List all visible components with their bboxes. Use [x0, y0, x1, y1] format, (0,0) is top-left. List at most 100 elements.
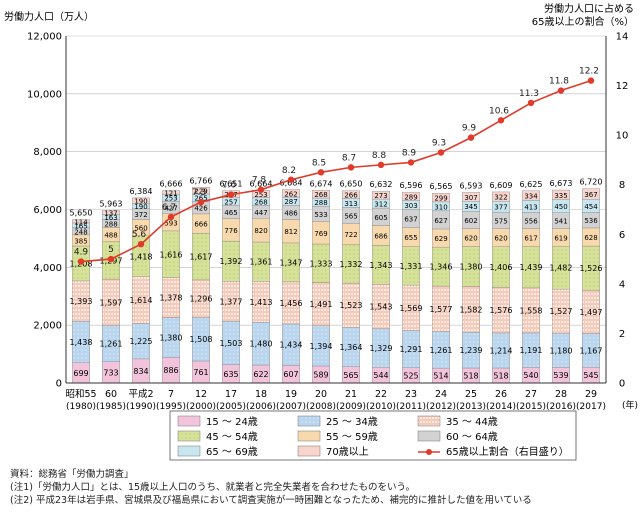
segment-value-label: 769: [314, 230, 327, 238]
x-tick-label: 23: [405, 389, 417, 400]
legend-box: [169, 410, 577, 461]
segment-value-label: 1,582: [460, 305, 483, 314]
left-tick-label: 8,000: [33, 147, 62, 158]
bar-segment: [402, 191, 420, 201]
legend-label: 65歳以上割合（右目盛り）: [446, 445, 569, 458]
segment-value-label: 607: [283, 370, 298, 379]
segment-value-label: 565: [343, 371, 358, 380]
segment-value-label: 540: [523, 371, 538, 380]
segment-value-label: 1,503: [220, 339, 243, 348]
ratio-value-label: 10.6: [489, 106, 509, 116]
segment-value-label: 465: [224, 209, 237, 217]
left-tick-label: 0: [56, 379, 62, 390]
footnote-1: (注1)「労働力人口」とは、15歳以上人口のうち、就業者と完全失業者を合わせたも…: [10, 482, 415, 493]
x-tick-sublabel: (1995): [156, 402, 186, 412]
segment-value-label: 1,392: [220, 257, 243, 266]
segment-value-label: 1,180: [550, 346, 573, 355]
x-tick-sublabel: (1980): [66, 402, 96, 412]
segment-value-label: 617: [524, 234, 537, 242]
bar-segment: [102, 210, 120, 215]
segment-value-label: 589: [313, 370, 328, 379]
segment-value-label: 1,482: [550, 264, 573, 273]
segment-value-label: 560: [134, 225, 147, 233]
ratio-point: [137, 241, 145, 248]
ratio-value-label: 8.7: [342, 153, 356, 163]
x-tick-label: 29: [585, 389, 597, 400]
ratio-value-label: 11.8: [549, 77, 569, 87]
segment-value-label: 1,343: [370, 261, 393, 270]
segment-value-label: 1,191: [520, 346, 543, 355]
x-tick-label: 24: [435, 389, 447, 400]
x-tick-label: 12: [195, 389, 207, 400]
bar-total-label: 6,684: [280, 179, 303, 188]
segment-value-label: 137: [104, 210, 117, 218]
x-tick-sublabel: (2015): [516, 402, 546, 412]
segment-value-label: 1,523: [340, 301, 363, 310]
bar-total-label: 6,720: [580, 178, 603, 187]
x-tick-label: 26: [495, 389, 507, 400]
segment-value-label: 312: [374, 201, 387, 209]
segment-value-label: 322: [494, 194, 507, 202]
segment-value-label: 1,291: [400, 345, 423, 354]
bar-segment: [492, 191, 510, 202]
right-tick-label: 6: [619, 230, 625, 241]
segment-value-label: 367: [584, 191, 597, 199]
x-tick-sublabel: (2012): [426, 402, 456, 412]
ratio-value-label: 5.6: [132, 230, 147, 240]
segment-value-label: 310: [434, 203, 447, 211]
ratio-value-label: 7.6: [222, 181, 237, 191]
legend-label: 60 ～ 64歳: [446, 431, 498, 443]
left-tick-label: 12,000: [27, 32, 62, 43]
segment-value-label: 533: [314, 211, 327, 219]
segment-value-label: 114: [74, 218, 88, 226]
x-tick-sublabel: (2011): [396, 402, 426, 412]
bar-total-label: 6,673: [550, 179, 573, 188]
segment-value-label: 628: [584, 234, 597, 242]
ratio-value-label: 7.8: [252, 176, 267, 186]
segment-value-label: 287: [284, 198, 297, 206]
segment-value-label: 1,526: [580, 264, 603, 273]
segment-value-label: 266: [344, 192, 358, 200]
bar-total-label: 6,565: [430, 182, 453, 191]
segment-value-label: 619: [554, 234, 567, 242]
bar-segment: [582, 188, 600, 200]
ratio-point: [557, 87, 565, 94]
legend-swatch: [297, 415, 321, 427]
x-tick-sublabel: (2008): [306, 402, 336, 412]
segment-value-label: 1,418: [130, 252, 153, 261]
segment-value-label: 1,333: [310, 259, 333, 268]
ratio-point: [437, 149, 445, 156]
bar-total-label: 5,963: [100, 200, 123, 209]
legend-swatch: [297, 430, 321, 442]
segment-value-label: 257: [224, 199, 237, 207]
bar-segment: [192, 187, 210, 195]
ratio-value-label: 8.8: [372, 151, 387, 161]
segment-value-label: 377: [494, 204, 507, 212]
bar-total-label: 6,766: [190, 176, 213, 185]
x-tick-sublabel: (2009): [336, 402, 366, 412]
segment-value-label: 262: [284, 190, 297, 198]
ratio-value-label: 4.9: [74, 248, 89, 258]
segment-value-label: 253: [254, 191, 267, 199]
segment-value-label: 539: [553, 371, 568, 380]
segment-value-label: 289: [404, 193, 417, 201]
segment-value-label: 385: [74, 237, 87, 245]
segment-value-label: 426: [194, 205, 208, 213]
segment-value-label: 637: [404, 215, 417, 223]
segment-value-label: 454: [584, 203, 598, 211]
legend-point-swatch: [426, 449, 432, 455]
segment-value-label: 427: [164, 205, 177, 213]
bar-segment: [72, 219, 90, 224]
segment-value-label: 229: [194, 188, 207, 196]
segment-value-label: 541: [554, 218, 567, 226]
axes: 02,0004,0006,0008,00010,00012,0000246810…: [27, 32, 628, 413]
segment-value-label: 165: [74, 222, 87, 230]
x-tick-sublabel: (2010): [366, 402, 396, 412]
bar-segment: [372, 190, 390, 200]
segment-value-label: 190: [134, 203, 147, 211]
ratio-line: 4.9 5 5.6 6.7 7.3 7.6 7.8 8.2 8.5 8.7 8.8 8.9 9.3 9.9…: [74, 67, 599, 265]
x-tick-sublabel: (2007): [276, 402, 306, 412]
segment-value-label: 190: [134, 198, 147, 206]
segment-value-label: 565: [344, 213, 357, 221]
segment-value-label: 593: [164, 219, 177, 227]
